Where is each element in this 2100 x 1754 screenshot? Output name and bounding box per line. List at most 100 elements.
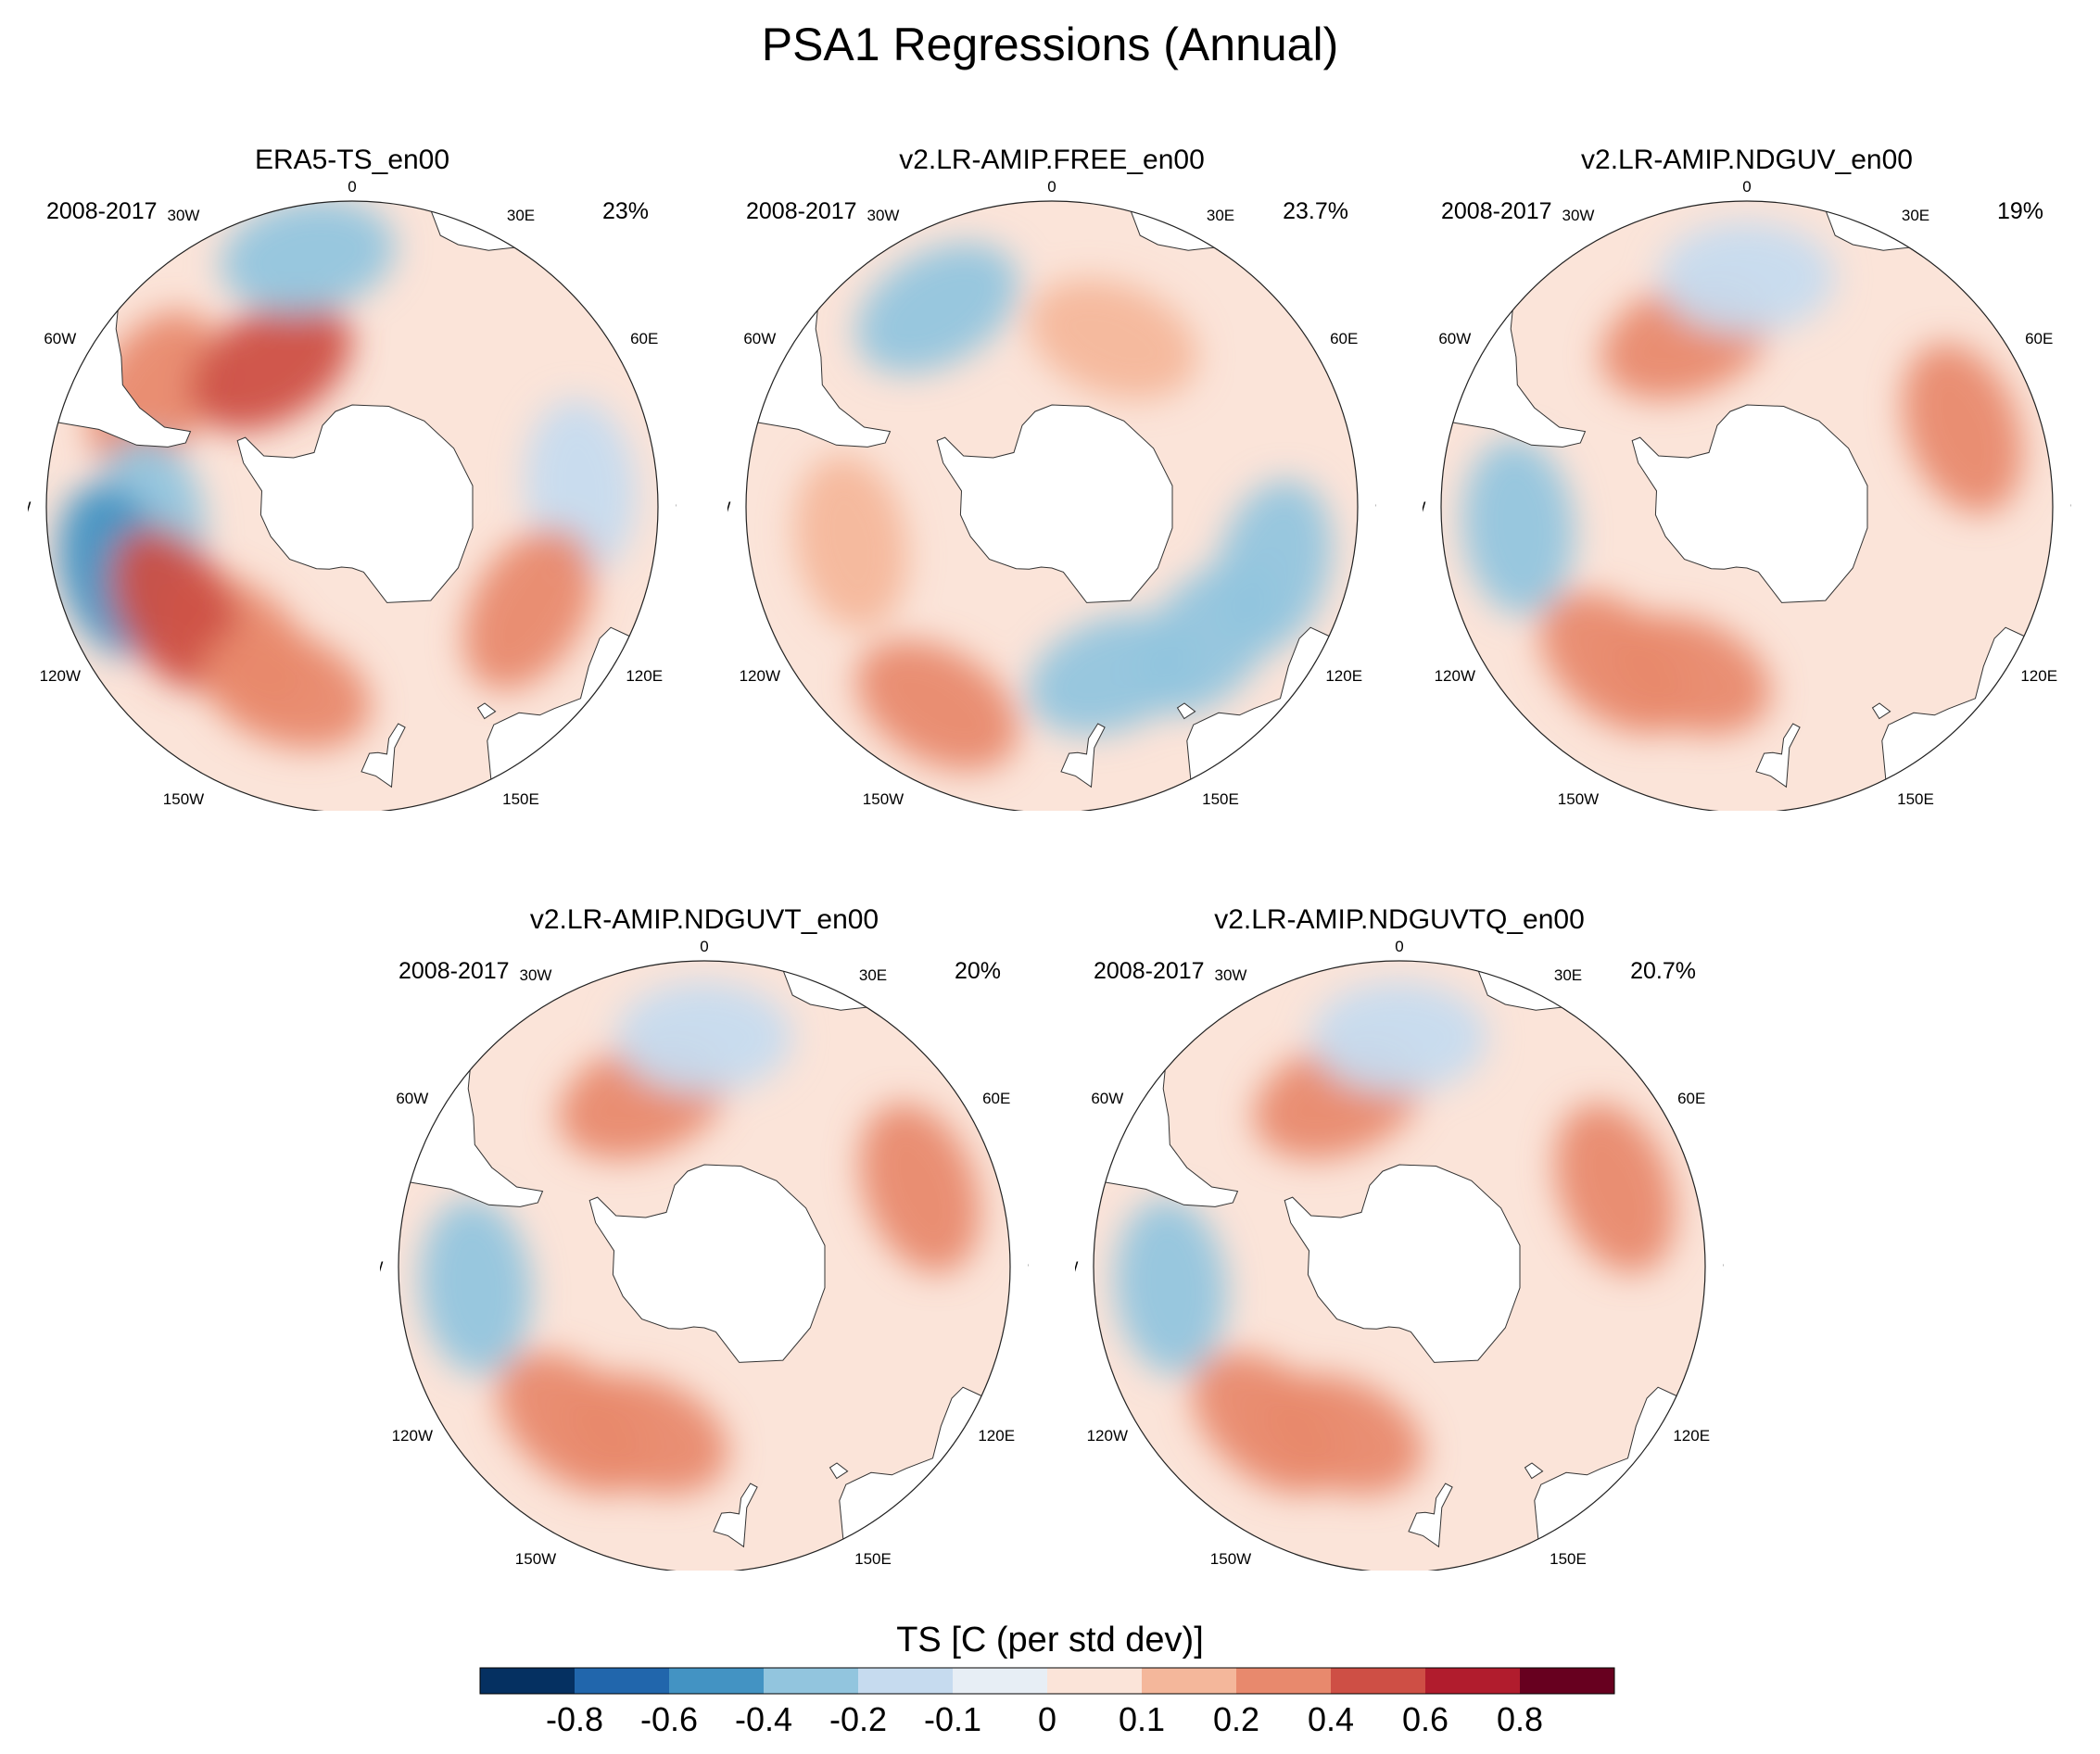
cold-anomaly (221, 201, 396, 313)
longitude-label: 90E (676, 498, 677, 516)
polar-map: 030E60E90E120E150E180150W120W90W60W30W (28, 178, 677, 811)
cold-anomaly (855, 243, 1018, 374)
panel-variance: 23% (601, 198, 649, 224)
colorbar-tick-label: -0.2 (829, 1700, 887, 1738)
warm-anomaly (1902, 343, 2023, 513)
new-zealand-land (1755, 723, 1801, 789)
longitude-label: 60W (44, 330, 76, 347)
warm-anomaly (200, 628, 372, 750)
colorbar-tick-label: -0.4 (735, 1700, 792, 1738)
longitude-label: 60W (1091, 1090, 1123, 1107)
colorbar-tick-label: -0.1 (924, 1700, 981, 1738)
cold-anomaly (1311, 981, 1487, 1093)
longitude-label: 120E (626, 667, 663, 685)
longitude-label: 90W (28, 498, 31, 516)
longitude-label: 30W (1562, 207, 1595, 224)
warm-anomaly (463, 527, 594, 690)
longitude-label: 30W (520, 966, 552, 984)
colorbar-frame (479, 1667, 1615, 1695)
warm-anomaly (1600, 613, 1771, 735)
colorbar-tick-label: 0.8 (1497, 1700, 1543, 1738)
polar-map: 030E60E90E120E150E180150W120W90W60W30W (380, 938, 1029, 1571)
longitude-label: 120W (392, 1427, 433, 1445)
colorbar-title: TS [C (per std dev)] (896, 1621, 1204, 1659)
map-panel-free: v2.LR-AMIP.FREE_en00 2008-2017 23.7% 0 30… (727, 144, 1376, 811)
longitude-label: 120W (740, 667, 780, 685)
longitude-label: 60E (1330, 330, 1358, 347)
panel-title: v2.LR-AMIP.NDGUVT_en00 (529, 904, 879, 935)
colorbar-box (575, 1668, 669, 1694)
longitude-label: 60W (1438, 330, 1471, 347)
longitude-label: 0 (1047, 178, 1056, 196)
antarctica-land (1631, 404, 1868, 603)
panel-variance: 20.7% (1630, 958, 1696, 984)
longitude-label: 150E (502, 790, 539, 808)
longitude-label: 0 (1395, 938, 1403, 955)
map-panel-ndguvt: v2.LR-AMIP.NDGUVT_en00 2008-2017 20% 0 30… (380, 903, 1029, 1571)
antarctica-land (936, 404, 1173, 603)
cold-anomaly (1659, 221, 1835, 334)
warm-anomaly (859, 1103, 980, 1273)
antarctica-land (236, 404, 474, 603)
longitude-label: 150W (163, 790, 204, 808)
longitude-label: 30W (867, 207, 900, 224)
panel-variance: 20% (954, 958, 1001, 984)
longitude-label: 150W (1210, 1550, 1251, 1568)
colorbar-box (1520, 1668, 1614, 1694)
map-boundary (1440, 200, 2054, 811)
longitude-label: 60W (743, 330, 776, 347)
cold-anomaly (1215, 480, 1333, 653)
map-panel-ndguvtq: v2.LR-AMIP.NDGUVTQ_en00 2008-2017 20.7% … (1075, 903, 1724, 1571)
tasmania-land (829, 1462, 849, 1480)
longitude-label: 120E (978, 1427, 1015, 1445)
polar-map: 030E60E90E120E150E180150W120W90W60W30W (1075, 938, 1724, 1571)
longitude-label: 150W (863, 790, 904, 808)
colorbar-tick-label: 0 (1038, 1700, 1056, 1738)
longitude-label: 0 (700, 938, 708, 955)
longitude-label: 150E (1550, 1550, 1587, 1568)
colorbar-box (1142, 1668, 1236, 1694)
longitude-label: 120E (2020, 667, 2057, 685)
tasmania-land (1524, 1462, 1544, 1480)
antarctica-land (588, 1164, 826, 1363)
map-boundary (398, 960, 1011, 1571)
longitude-label: 150E (1202, 790, 1239, 808)
longitude-label: 120E (1673, 1427, 1710, 1445)
longitude-label: 60W (396, 1090, 428, 1107)
panel-period: 2008-2017 (398, 958, 510, 984)
warm-anomaly (1554, 1103, 1676, 1273)
map-boundary (45, 200, 659, 811)
longitude-label: 90E (2070, 498, 2071, 516)
longitude-label: 90E (1723, 1258, 1724, 1276)
colorbar-box (1047, 1668, 1142, 1694)
colorbar-box (1425, 1668, 1520, 1694)
longitude-label: 120W (1087, 1427, 1128, 1445)
longitude-label: 150W (515, 1550, 556, 1568)
colorbar-tick-label: 0.1 (1119, 1700, 1165, 1738)
colorbar-box (480, 1668, 575, 1694)
cold-anomaly (616, 981, 792, 1093)
colorbar-tick-label: 0.4 (1308, 1700, 1354, 1738)
longitude-label: 60E (1677, 1090, 1705, 1107)
longitude-label: 120E (1325, 667, 1362, 685)
longitude-label: 150E (854, 1550, 892, 1568)
panel-variance: 23.7% (1283, 198, 1348, 224)
colorbar-tick-label: 0.2 (1213, 1700, 1259, 1738)
tasmania-land (1871, 702, 1891, 720)
map-boundary (745, 200, 1359, 811)
new-zealand-land (1060, 723, 1106, 789)
warm-anomaly (1253, 1373, 1423, 1495)
longitude-label: 120W (1435, 667, 1475, 685)
map-panel-era5: ERA5-TS_en00 2008-2017 23% 0 30E 60E 90E 120… (28, 144, 677, 811)
colorbar-box (858, 1668, 953, 1694)
longitude-label: 0 (348, 178, 356, 196)
longitude-label: 30E (1207, 207, 1234, 224)
longitude-label: 90W (727, 498, 730, 516)
panel-title: v2.LR-AMIP.NDGUV_en00 (1581, 145, 1913, 175)
tasmania-land (476, 702, 497, 720)
cold-anomaly (1028, 613, 1198, 735)
panel-period: 2008-2017 (746, 198, 857, 224)
cold-anomaly (1115, 1198, 1227, 1375)
colorbar-box (764, 1668, 858, 1694)
longitude-label: 60E (982, 1090, 1010, 1107)
